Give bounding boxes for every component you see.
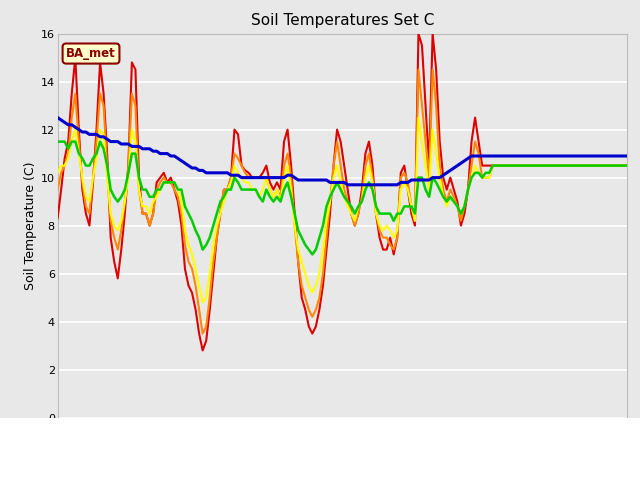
Text: BA_met: BA_met — [66, 47, 116, 60]
Y-axis label: Soil Temperature (C): Soil Temperature (C) — [24, 161, 36, 290]
Title: Soil Temperatures Set C: Soil Temperatures Set C — [251, 13, 434, 28]
X-axis label: Time: Time — [327, 434, 358, 447]
